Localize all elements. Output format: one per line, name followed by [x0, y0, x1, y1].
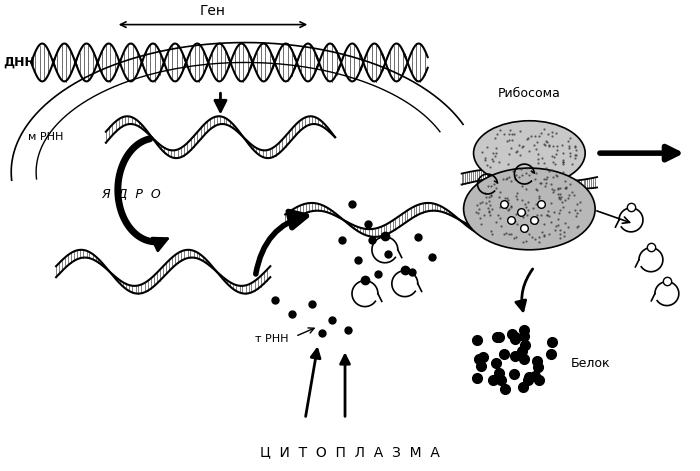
Text: т РНН: т РНН: [255, 334, 288, 344]
Text: м РНН: м РНН: [28, 132, 63, 142]
Text: Я  Д  Р  О: Я Д Р О: [101, 187, 161, 201]
Text: Белок: Белок: [571, 357, 611, 370]
Text: Ген: Ген: [200, 4, 226, 17]
Text: ДНН: ДНН: [4, 56, 35, 69]
Ellipse shape: [474, 121, 585, 186]
Text: Рибосома: Рибосома: [498, 87, 561, 100]
Ellipse shape: [463, 168, 595, 250]
Text: Ц  И  Т  О  П  Л  А  З  М  А: Ц И Т О П Л А З М А: [260, 445, 440, 459]
